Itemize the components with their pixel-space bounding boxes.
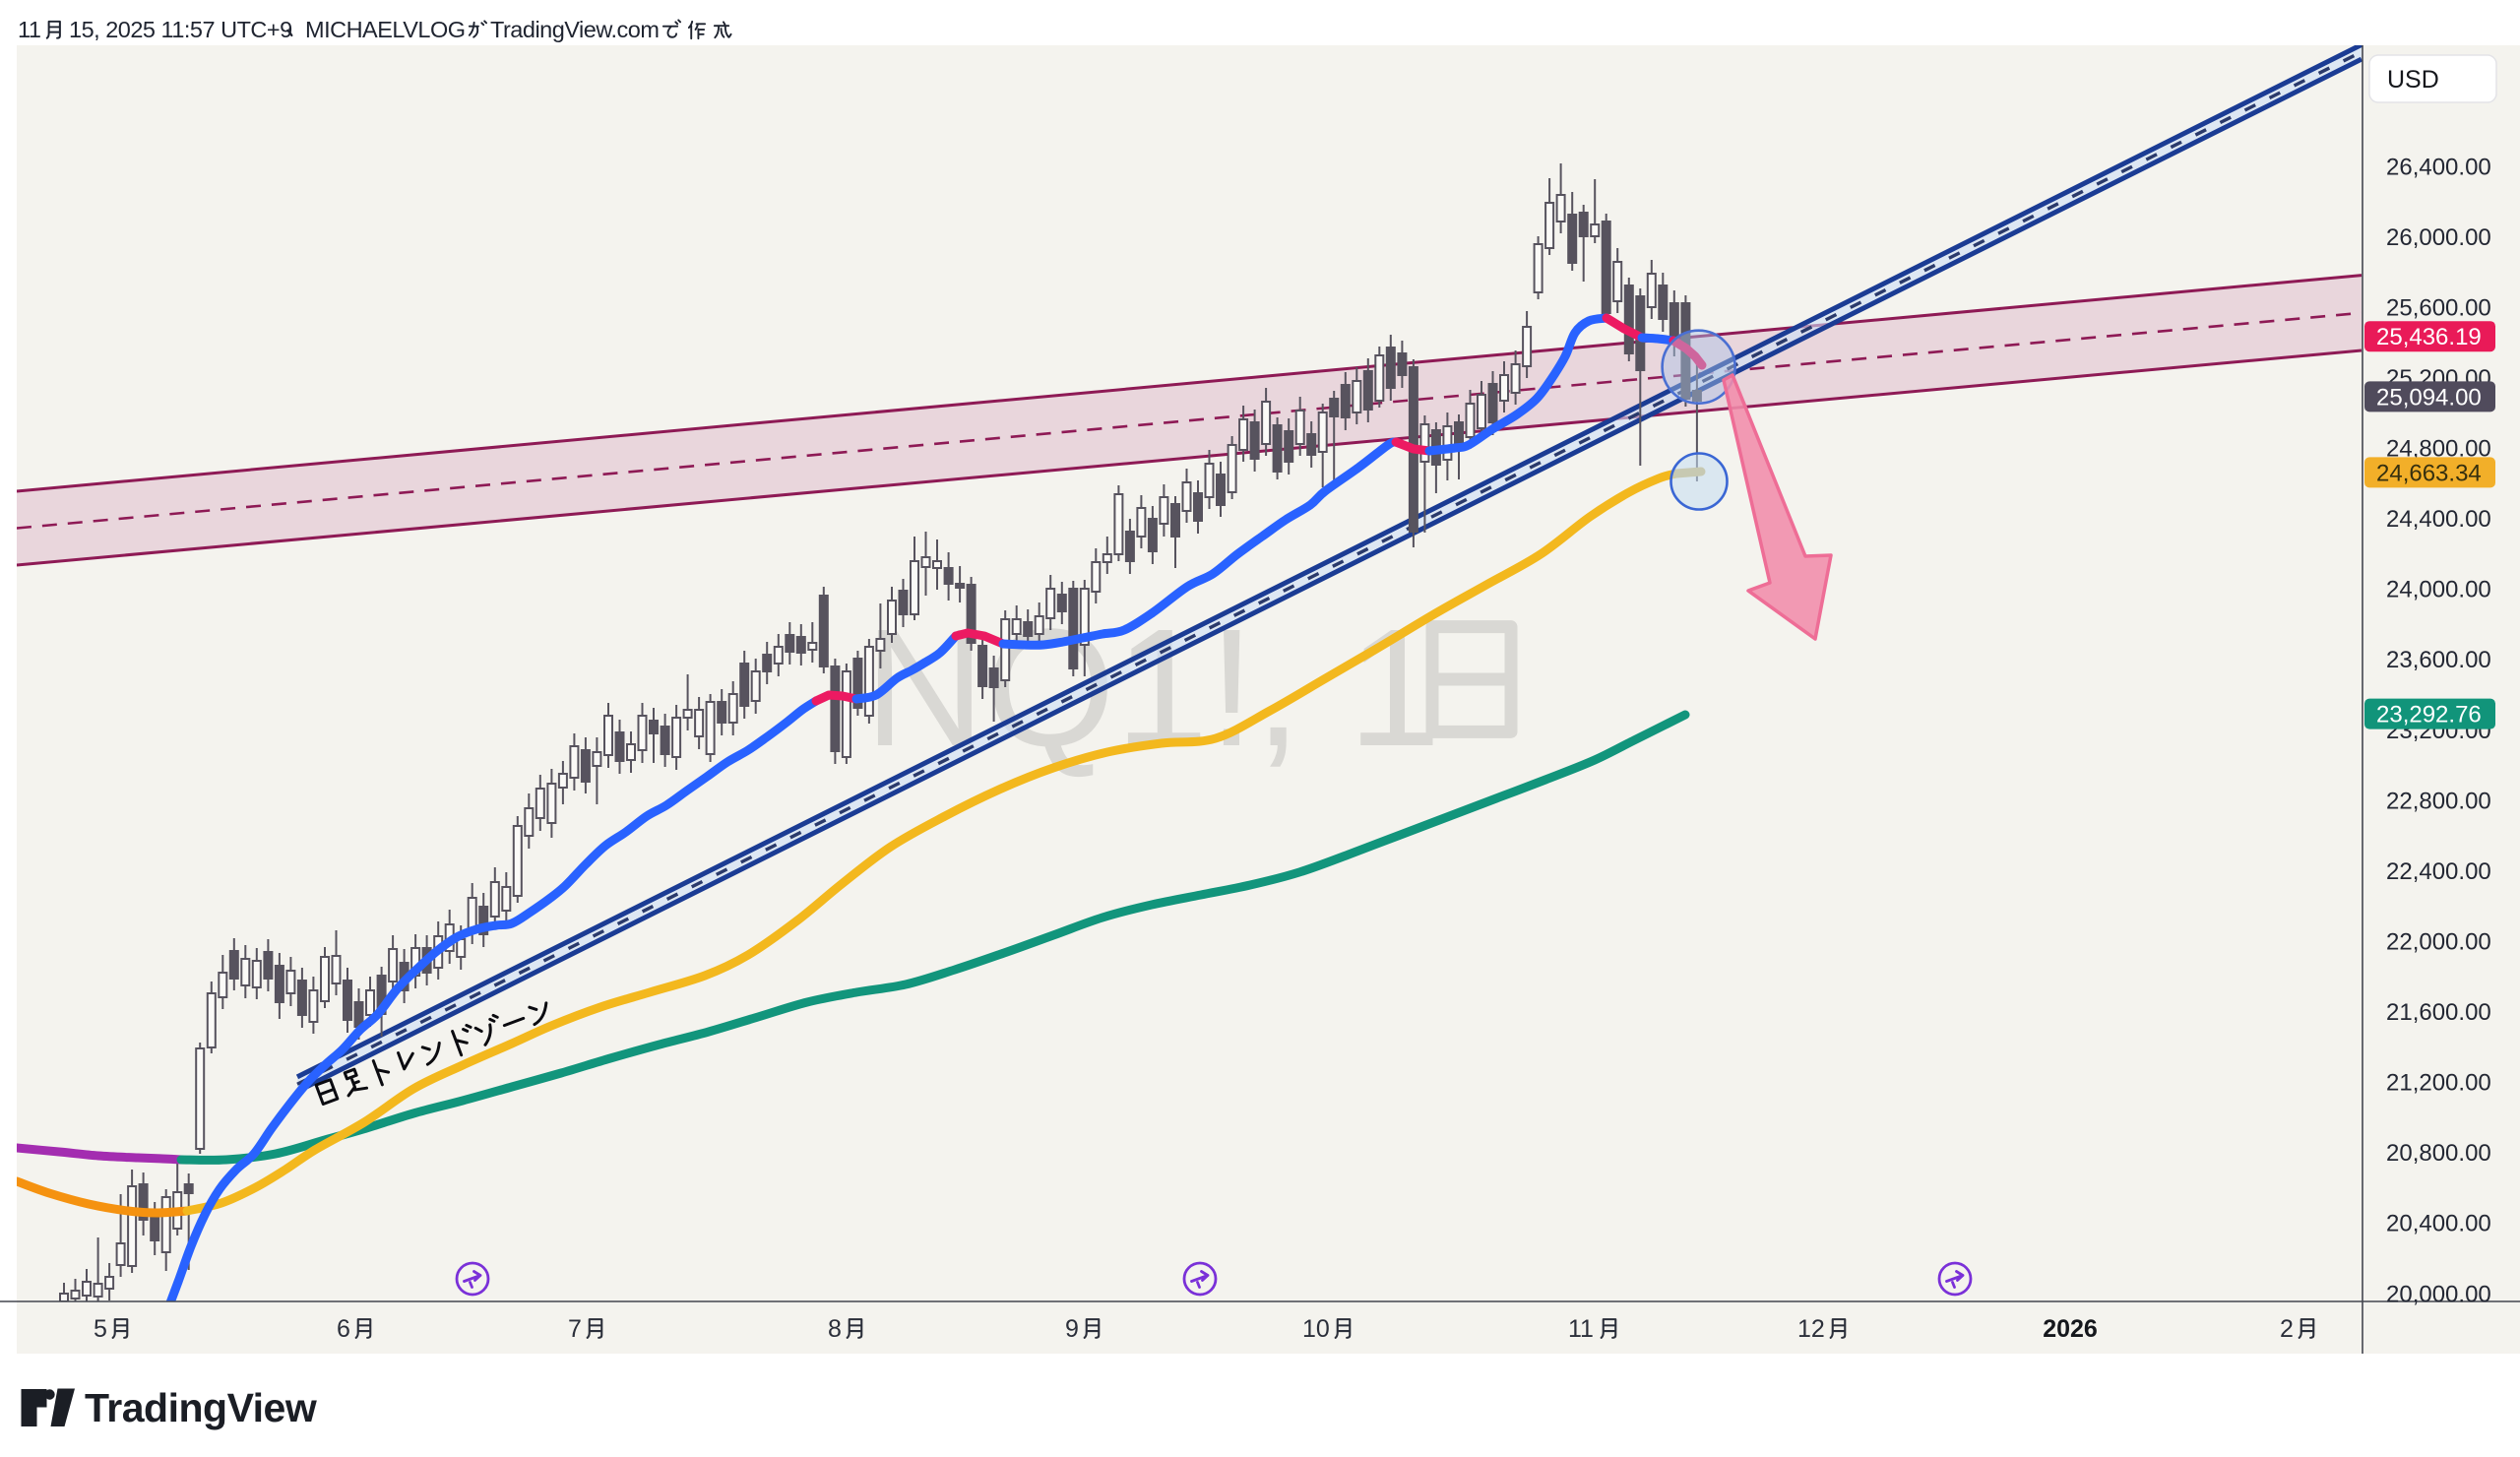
svg-text:23,292.76: 23,292.76: [2376, 702, 2482, 728]
svg-text:25,600.00: 25,600.00: [2386, 294, 2491, 321]
svg-text:23,600.00: 23,600.00: [2386, 647, 2491, 673]
svg-text:6: 6: [337, 1315, 350, 1343]
svg-text:24,663.34: 24,663.34: [2376, 460, 2482, 486]
svg-text:15, 2025 11:57 UTC+9: 15, 2025 11:57 UTC+9: [69, 17, 292, 42]
svg-text:20,800.00: 20,800.00: [2386, 1140, 2491, 1167]
svg-text:5: 5: [94, 1315, 107, 1343]
svg-text:2026: 2026: [2043, 1315, 2098, 1343]
svg-text:20,000.00: 20,000.00: [2386, 1281, 2491, 1307]
svg-text:2: 2: [2280, 1315, 2294, 1343]
svg-text:20,400.00: 20,400.00: [2386, 1211, 2491, 1237]
svg-text:MICHAELVLOG: MICHAELVLOG: [305, 17, 466, 42]
svg-text:24,400.00: 24,400.00: [2386, 506, 2491, 533]
svg-text:22,800.00: 22,800.00: [2386, 788, 2491, 814]
svg-text:25,094.00: 25,094.00: [2376, 384, 2482, 411]
svg-text:TradingView.com: TradingView.com: [490, 17, 659, 42]
svg-text:TradingView: TradingView: [85, 1385, 317, 1430]
svg-text:9: 9: [1065, 1315, 1079, 1343]
svg-text:USD: USD: [2387, 66, 2439, 94]
svg-text:11: 11: [18, 17, 40, 42]
svg-text:21,600.00: 21,600.00: [2386, 999, 2491, 1026]
svg-text:26,000.00: 26,000.00: [2386, 224, 2491, 251]
svg-text:8: 8: [828, 1315, 842, 1343]
svg-text:25,436.19: 25,436.19: [2376, 324, 2482, 350]
svg-text:7: 7: [568, 1315, 582, 1343]
svg-text:10: 10: [1302, 1315, 1330, 1343]
svg-text:22,400.00: 22,400.00: [2386, 858, 2491, 885]
svg-text:12: 12: [1797, 1315, 1825, 1343]
svg-text:11: 11: [1568, 1315, 1594, 1343]
svg-text:24,000.00: 24,000.00: [2386, 577, 2491, 603]
svg-text:21,200.00: 21,200.00: [2386, 1070, 2491, 1097]
svg-text:26,400.00: 26,400.00: [2386, 154, 2491, 180]
svg-text:22,000.00: 22,000.00: [2386, 929, 2491, 956]
